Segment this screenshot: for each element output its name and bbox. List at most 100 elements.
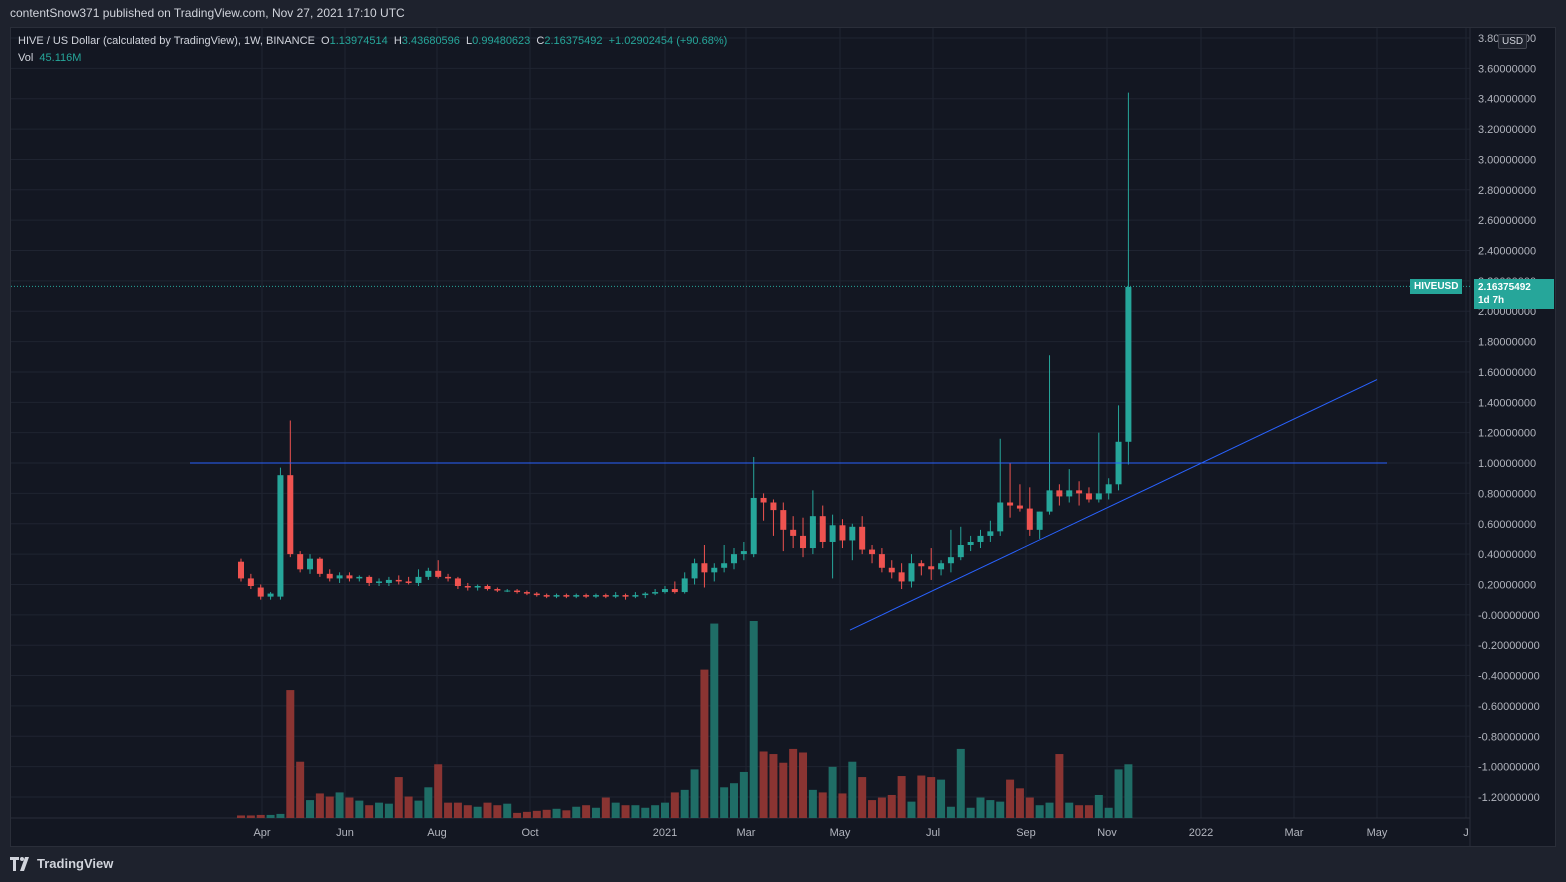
volume-bar [256,814,265,818]
candle-body [1125,286,1132,442]
volume-bar [907,801,916,818]
y-tick-label: 3.00000000 [1478,154,1536,166]
close-label: C [536,35,545,47]
candle-body [721,563,728,568]
volume-bar [1035,805,1044,818]
volume-bar [996,801,1005,818]
candle-body [859,526,866,550]
candle-body [957,545,964,558]
chart-area[interactable] [10,27,1556,847]
y-tick-label: 0.20000000 [1478,579,1536,591]
y-tick-label: 2.40000000 [1478,246,1536,258]
x-tick-label: May [830,827,851,839]
candle-body [671,589,678,593]
candle-body [1085,493,1092,500]
candle-body [760,497,767,503]
volume-bar [522,811,531,818]
candle-body [750,497,757,555]
volume-bar [1104,807,1113,818]
volume-bar [641,807,650,818]
candle-body [464,585,471,588]
volume-bar [1025,797,1034,818]
candle-body [888,567,895,573]
volume-bar [1065,802,1074,818]
candle-body [346,575,353,579]
volume-bar [246,815,255,818]
candle-body [592,595,599,597]
volume-bar [779,762,788,818]
volume-bar [542,809,551,818]
brand-name: TradingView [37,856,114,871]
candle-body [277,475,284,597]
candle-body [1105,484,1112,494]
candle-body [800,535,807,549]
x-tick-label: Mar [737,827,756,839]
volume-bar [690,769,699,818]
volume-bar [601,797,610,818]
candle-body [1095,493,1102,500]
volume-bar [1015,788,1024,818]
volume-bar [828,766,837,818]
candle-body [257,587,264,597]
open-label: O [321,35,330,47]
y-tick-label: -0.60000000 [1478,701,1540,713]
y-tick-label: -0.20000000 [1478,640,1540,652]
candle-body [415,576,422,583]
candle-body [987,531,994,536]
candle-body [247,578,254,586]
x-tick-label: Oct [521,827,538,839]
candle-body [928,566,935,570]
volume-bar [424,787,433,818]
high-label: H [393,35,402,47]
candle-body [1066,490,1073,497]
volume-bar [986,800,995,818]
candle-body [563,595,570,597]
change-value: +1.02902454 (+90.68%) [608,35,728,47]
x-tick-label: 2022 [1189,827,1213,839]
volume-bar [1055,754,1064,818]
candle-body [454,578,461,586]
candle-body [474,585,481,588]
low-value: 0.99480623 [472,35,531,47]
volume-bar [572,806,581,818]
publish-info: contentSnow371 published on TradingView.… [10,6,405,20]
volume-bar [897,776,906,818]
volume-bar [375,802,384,818]
volume-bar [759,751,768,818]
open-value: 1.13974514 [329,35,388,47]
y-tick-label: -0.80000000 [1478,731,1540,743]
volume-bar [237,815,245,818]
volume-bar [611,802,620,818]
volume-bar [1075,805,1084,818]
candle-body [297,554,304,570]
x-tick-label: Jun [336,827,354,839]
volume-bar [315,793,324,818]
candle-body [632,595,639,597]
volume-bar [355,800,364,818]
footer-brand[interactable]: TradingView [10,856,113,871]
volume-bar [976,797,985,818]
candle-body [809,516,816,549]
candle-body [642,593,649,596]
candle-body [504,590,511,592]
volume-bar [808,789,817,818]
volume-bar [453,802,462,818]
volume-bar [365,805,374,818]
candle-body [681,578,688,593]
volume-bar [325,796,334,818]
volume-bar [444,802,453,818]
vol-label: Vol [18,52,34,64]
candle-body [997,502,1004,532]
volume-bar [660,802,669,818]
candle-body [908,563,915,582]
candle-body [770,502,777,511]
high-value: 3.43680596 [401,35,460,47]
candle-body [356,576,363,579]
symbol-legend: HIVE / US Dollar (calculated by TradingV… [18,35,727,47]
ascending-trend-line [849,379,1378,631]
volume-bar [651,805,660,818]
y-tick-label: 2.60000000 [1478,215,1536,227]
currency-button[interactable]: USD [1498,34,1528,49]
candle-body [652,592,659,594]
